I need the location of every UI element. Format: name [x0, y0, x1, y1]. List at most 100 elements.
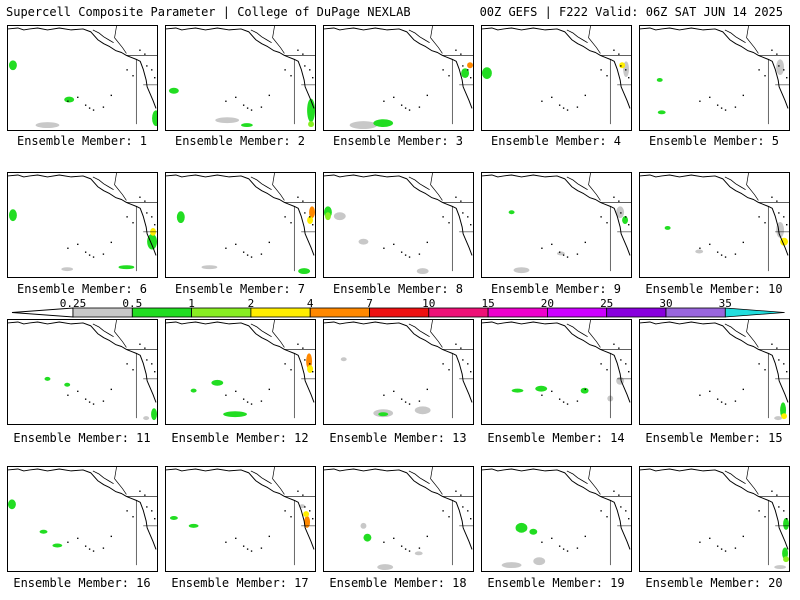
map-canvas — [324, 26, 473, 130]
island — [246, 401, 249, 403]
island — [734, 400, 737, 402]
island — [742, 241, 745, 244]
coastline — [324, 174, 473, 256]
island — [716, 104, 719, 106]
coastline — [408, 323, 430, 338]
scp-field-patch — [616, 376, 625, 385]
island — [584, 94, 587, 97]
colorbar-tick-label: 15 — [481, 297, 495, 310]
map-canvas — [324, 320, 473, 419]
island — [268, 241, 271, 244]
island — [628, 77, 630, 79]
coastline — [166, 468, 315, 550]
island — [786, 371, 788, 373]
island — [110, 535, 113, 538]
island — [562, 107, 565, 109]
island — [225, 100, 227, 102]
ensemble-member-label: Ensemble Member: 1 — [16, 134, 148, 148]
island — [778, 212, 780, 214]
coastline — [250, 323, 272, 338]
island — [246, 548, 249, 550]
island — [600, 363, 602, 365]
island — [625, 363, 627, 365]
island — [566, 109, 569, 111]
island — [225, 541, 227, 543]
island — [102, 253, 105, 255]
island — [246, 107, 249, 109]
island — [724, 109, 727, 111]
island — [470, 518, 472, 520]
island — [776, 53, 778, 55]
coastline — [408, 29, 430, 44]
island — [309, 216, 311, 218]
island — [618, 53, 620, 55]
island — [88, 107, 91, 109]
island — [467, 69, 469, 71]
island — [467, 363, 469, 365]
coastline — [408, 176, 430, 191]
island — [462, 359, 464, 361]
island — [408, 403, 411, 405]
scp-field-patch — [513, 267, 530, 274]
scp-field-patch — [168, 87, 179, 94]
island — [442, 69, 444, 71]
map-canvas — [640, 26, 789, 125]
island — [77, 96, 79, 99]
colorbar-tick-label: 10 — [422, 297, 436, 310]
island — [132, 516, 134, 518]
scp-field-patch — [118, 265, 135, 270]
island — [304, 506, 306, 508]
coastline — [166, 174, 315, 256]
island — [551, 390, 553, 393]
scp-field-patch — [533, 557, 546, 566]
scp-field-patch — [176, 211, 185, 224]
island — [418, 253, 421, 255]
island — [771, 196, 773, 198]
island — [426, 94, 429, 97]
island — [606, 75, 608, 77]
island — [758, 216, 760, 218]
island — [146, 65, 148, 67]
political-border — [746, 320, 759, 348]
colorbar-swatch — [309, 307, 370, 318]
island — [558, 398, 561, 400]
island — [312, 371, 314, 373]
island — [250, 403, 253, 405]
political-border — [135, 59, 157, 125]
island — [151, 363, 153, 365]
island — [268, 388, 271, 391]
island — [448, 75, 450, 77]
island — [771, 343, 773, 345]
coastline — [92, 323, 114, 338]
island — [562, 401, 565, 403]
scp-field-patch — [333, 212, 346, 221]
ensemble-member-label: Ensemble Member: 6 — [16, 282, 148, 296]
island — [404, 401, 407, 403]
island — [620, 359, 622, 361]
scp-field-patch — [35, 122, 60, 129]
island — [455, 49, 457, 51]
island — [144, 53, 146, 55]
island — [250, 256, 253, 258]
island — [455, 490, 457, 492]
island — [566, 550, 569, 552]
map-panel-member-16 — [7, 466, 158, 572]
island — [400, 398, 403, 400]
political-border — [609, 353, 631, 419]
island — [88, 254, 91, 256]
island — [778, 506, 780, 508]
island — [302, 53, 304, 55]
island — [284, 510, 286, 512]
coastline — [724, 176, 746, 191]
island — [246, 254, 249, 256]
scp-field-patch — [8, 209, 17, 222]
political-border — [430, 467, 443, 495]
island — [541, 394, 543, 396]
island — [393, 243, 395, 246]
scp-field-patch — [529, 528, 538, 535]
coastline — [166, 27, 315, 109]
island — [551, 96, 553, 99]
island — [628, 371, 630, 373]
map-panel-member-8 — [323, 172, 474, 278]
island — [448, 369, 450, 371]
